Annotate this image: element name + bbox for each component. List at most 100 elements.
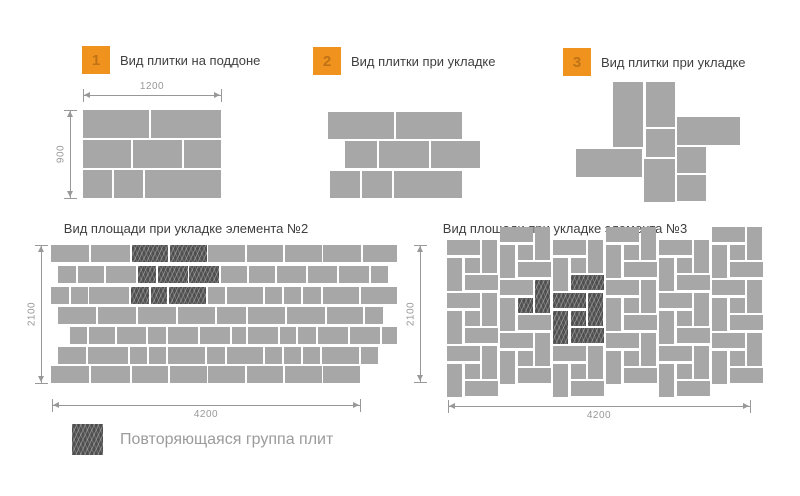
- paving-tile: [677, 381, 710, 396]
- paving-tile: [624, 262, 657, 277]
- paving-tile: [694, 293, 709, 326]
- step-3-badge: 3: [563, 48, 591, 76]
- paving-tile: [712, 351, 727, 384]
- paving-tile: [265, 287, 282, 304]
- step-3-label: Вид плитки при укладке: [601, 54, 746, 70]
- paving-tile: [730, 298, 745, 313]
- paving-tile: [613, 82, 643, 147]
- repeating-group-tile: [535, 280, 550, 313]
- paving-tile: [277, 266, 306, 283]
- paving-tile: [51, 245, 89, 262]
- paving-tile: [396, 112, 462, 139]
- paving-tile: [712, 227, 745, 242]
- paving-tile: [500, 351, 515, 384]
- step-1: 1 Вид плитки на поддоне: [82, 46, 260, 74]
- paving-tile: [500, 227, 533, 242]
- paving-tile: [553, 240, 586, 255]
- paving-tile: [431, 141, 480, 168]
- paving-tile: [184, 140, 221, 168]
- step-1-label: Вид плитки на поддоне: [120, 52, 261, 68]
- paving-tile: [151, 110, 221, 138]
- paving-tile: [641, 227, 656, 260]
- paving-tile: [303, 347, 320, 364]
- arrowhead-icon: [417, 375, 423, 381]
- arrowhead-icon: [353, 402, 359, 408]
- paving-tile: [518, 351, 533, 366]
- paving-tile: [106, 266, 136, 283]
- repeating-group-tile: [571, 328, 604, 343]
- paving-tile: [58, 307, 96, 324]
- paving-tile: [588, 346, 603, 379]
- arrowhead-icon: [53, 402, 59, 408]
- paving-tile: [624, 298, 639, 313]
- paving-tile: [132, 366, 168, 383]
- paving-tile: [646, 129, 675, 157]
- paving-tile: [130, 347, 147, 364]
- paving-tile: [71, 287, 88, 304]
- paving-tile: [659, 364, 674, 397]
- paving-tile: [58, 266, 76, 283]
- paving-tile: [285, 245, 322, 262]
- paving-tile: [361, 347, 378, 364]
- paving-tile: [646, 82, 675, 127]
- repeating-group-tile: [131, 287, 149, 304]
- paving-tile: [606, 280, 639, 295]
- arrowhead-icon: [417, 246, 423, 252]
- step-1-badge: 1: [82, 46, 110, 74]
- paving-tile: [284, 287, 301, 304]
- paving-tile: [659, 258, 674, 291]
- dimension-label: 2100: [405, 301, 417, 326]
- paving-tile: [730, 315, 763, 330]
- dimension-label: 4200: [586, 410, 612, 421]
- paving-tile: [114, 170, 143, 198]
- dimension-label: 2100: [26, 301, 38, 327]
- step-3: 3 Вид плитки при укладке: [563, 48, 745, 76]
- paving-tile: [447, 293, 480, 308]
- legend-label: Повторяющаяся группа плит: [120, 430, 334, 448]
- paving-tile: [330, 171, 360, 198]
- paving-tile: [247, 366, 283, 383]
- paving-tile: [677, 364, 692, 379]
- paving-tile: [265, 347, 282, 364]
- paving-tile: [232, 327, 246, 344]
- paving-tile: [287, 307, 325, 324]
- paving-tile: [624, 315, 657, 330]
- paving-tile: [328, 112, 394, 139]
- paving-tile: [465, 328, 498, 343]
- arrowhead-icon: [67, 191, 73, 197]
- dimension-label: 1200: [139, 81, 165, 92]
- paving-tile: [482, 293, 497, 326]
- dimension-label: 900: [55, 144, 67, 164]
- paving-tile: [553, 346, 586, 361]
- paving-tile: [51, 287, 69, 304]
- paving-tile: [677, 147, 706, 173]
- paving-tile: [323, 245, 361, 262]
- arrowhead-icon: [67, 111, 73, 117]
- paving-tile: [208, 245, 245, 262]
- repeating-group-tile: [158, 266, 188, 283]
- paving-tile: [606, 333, 639, 348]
- paving-tile: [51, 366, 89, 383]
- paving-tile: [712, 280, 745, 295]
- extension-line: [64, 110, 77, 111]
- extension-line: [64, 198, 77, 199]
- paving-tile: [248, 327, 278, 344]
- arrowhead-icon: [743, 403, 749, 409]
- repeating-group-tile: [571, 275, 604, 290]
- extension-line: [750, 400, 751, 413]
- paving-tile: [145, 170, 221, 198]
- paving-tile: [365, 307, 383, 324]
- paving-tile: [148, 327, 166, 344]
- paving-tile: [712, 245, 727, 278]
- paving-tile: [382, 327, 397, 344]
- paving-tile: [91, 245, 130, 262]
- paving-tile: [553, 258, 568, 291]
- paving-tile: [58, 347, 86, 364]
- paving-tile: [168, 327, 198, 344]
- paving-tile: [447, 364, 462, 397]
- paving-tile: [280, 327, 296, 344]
- paving-tile: [465, 275, 498, 290]
- paving-tile: [465, 258, 480, 273]
- dimension-line: [70, 110, 71, 198]
- paving-tile: [249, 266, 275, 283]
